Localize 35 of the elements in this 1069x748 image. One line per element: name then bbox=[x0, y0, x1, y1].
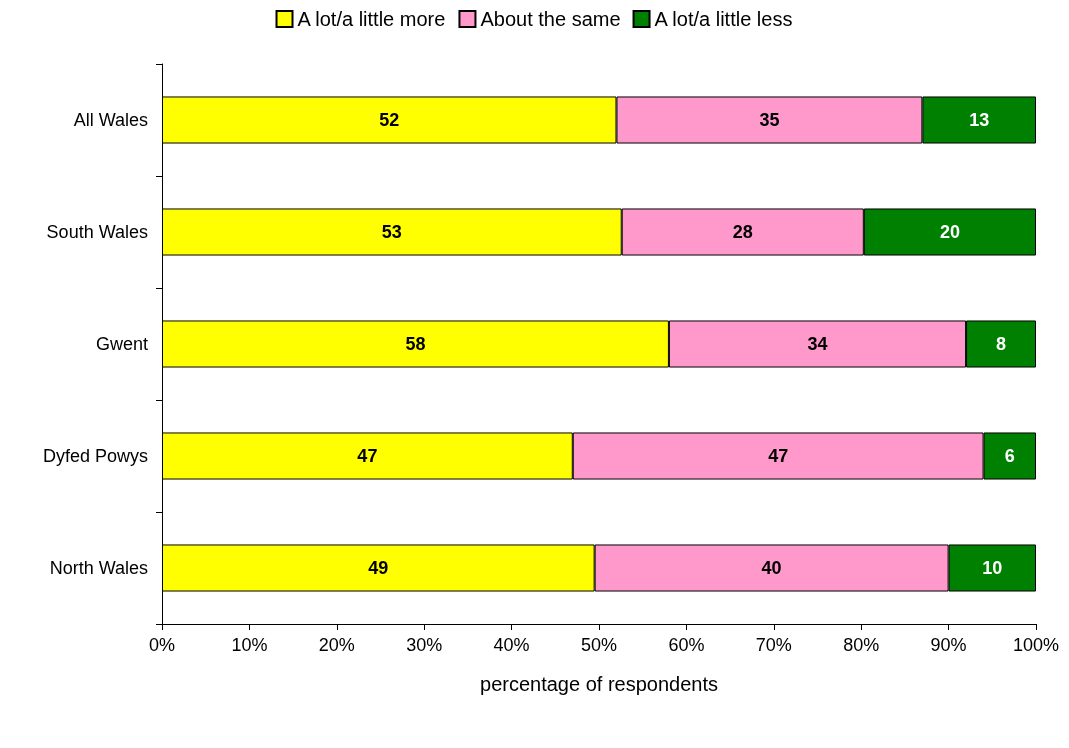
data-label: 49 bbox=[368, 558, 389, 578]
data-label: 40 bbox=[761, 558, 782, 578]
x-tick-label: 90% bbox=[930, 635, 967, 655]
data-label: 20 bbox=[939, 222, 960, 242]
data-label: 8 bbox=[996, 334, 1007, 354]
y-tick-label: North Wales bbox=[49, 558, 148, 578]
x-tick-label: 30% bbox=[406, 635, 443, 655]
data-label: 58 bbox=[405, 334, 426, 354]
data-label: 35 bbox=[759, 110, 780, 130]
data-label: 53 bbox=[381, 222, 402, 242]
x-tick-label: 80% bbox=[843, 635, 880, 655]
x-tick-label: 20% bbox=[318, 635, 355, 655]
legend-label: About the same bbox=[480, 8, 621, 30]
data-label: 34 bbox=[807, 334, 828, 354]
x-tick-label: 60% bbox=[668, 635, 705, 655]
data-label: 47 bbox=[357, 446, 378, 466]
legend-label: A lot/a little more bbox=[297, 8, 446, 30]
y-tick-label: South Wales bbox=[46, 222, 148, 242]
y-tick-label: Gwent bbox=[95, 334, 148, 354]
data-label: 47 bbox=[768, 446, 789, 466]
x-tick-label: 70% bbox=[755, 635, 792, 655]
x-axis-title: percentage of respondents bbox=[480, 673, 718, 695]
y-tick-label: Dyfed Powys bbox=[42, 446, 148, 466]
x-tick-label: 40% bbox=[493, 635, 530, 655]
data-label: 13 bbox=[969, 110, 990, 130]
y-tick-label: All Wales bbox=[73, 110, 148, 130]
data-label: 10 bbox=[982, 558, 1003, 578]
x-tick-label: 100% bbox=[1012, 635, 1060, 655]
x-tick-label: 50% bbox=[580, 635, 618, 655]
data-label: 28 bbox=[732, 222, 753, 242]
data-label: 6 bbox=[1004, 446, 1015, 466]
x-tick-label: 10% bbox=[231, 635, 268, 655]
data-label: 52 bbox=[379, 110, 400, 130]
x-tick-label: 0% bbox=[148, 635, 176, 655]
legend-label: A lot/a little less bbox=[654, 8, 793, 30]
